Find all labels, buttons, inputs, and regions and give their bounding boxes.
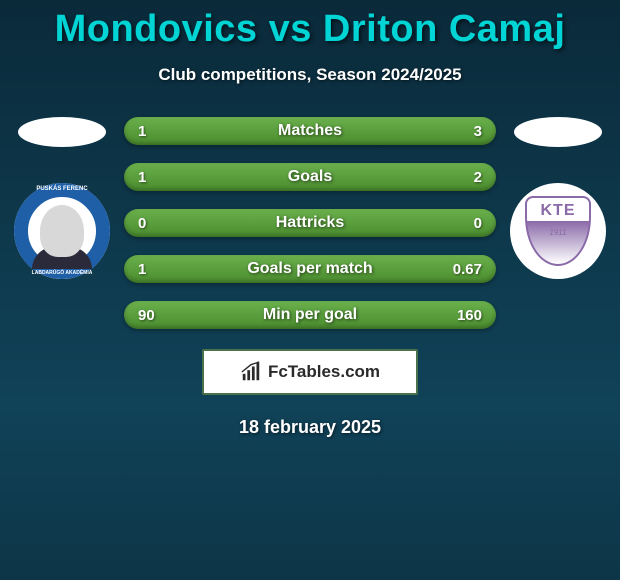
right-club-year: 1911 xyxy=(549,228,566,237)
chart-icon xyxy=(240,361,262,383)
left-country-flag-icon xyxy=(18,117,106,147)
stat-bar-goals-per-match: 1 Goals per match 0.67 xyxy=(124,255,496,283)
stat-label: Hattricks xyxy=(124,214,496,232)
right-club-text: KTE xyxy=(541,202,576,220)
left-club-text-bottom: LABDARÚGÓ AKADÉMIA xyxy=(14,270,110,276)
left-player-column: PUSKÁS FERENC LABDARÚGÓ AKADÉMIA xyxy=(12,117,112,279)
page-title: Mondovics vs Driton Camaj xyxy=(0,0,620,51)
stats-column: 1 Matches 3 1 Goals 2 0 Hattricks 0 1 Go… xyxy=(124,117,496,329)
stat-label: Min per goal xyxy=(124,306,496,324)
stat-bar-goals: 1 Goals 2 xyxy=(124,163,496,191)
stat-bar-matches: 1 Matches 3 xyxy=(124,117,496,145)
comparison-row: PUSKÁS FERENC LABDARÚGÓ AKADÉMIA 1 Match… xyxy=(0,117,620,329)
left-club-badge-icon: PUSKÁS FERENC LABDARÚGÓ AKADÉMIA xyxy=(14,183,110,279)
stat-bar-min-per-goal: 90 Min per goal 160 xyxy=(124,301,496,329)
stat-label: Matches xyxy=(124,122,496,140)
subtitle: Club competitions, Season 2024/2025 xyxy=(0,65,620,85)
date-label: 18 february 2025 xyxy=(0,417,620,438)
right-player-column: KTE 1911 xyxy=(508,117,608,279)
stat-bar-hattricks: 0 Hattricks 0 xyxy=(124,209,496,237)
left-club-text-top: PUSKÁS FERENC xyxy=(14,186,110,192)
stat-label: Goals xyxy=(124,168,496,186)
stat-label: Goals per match xyxy=(124,260,496,278)
right-club-badge-icon: KTE 1911 xyxy=(510,183,606,279)
brand-attribution: FcTables.com xyxy=(202,349,418,395)
brand-text: FcTables.com xyxy=(268,362,380,382)
right-country-flag-icon xyxy=(514,117,602,147)
